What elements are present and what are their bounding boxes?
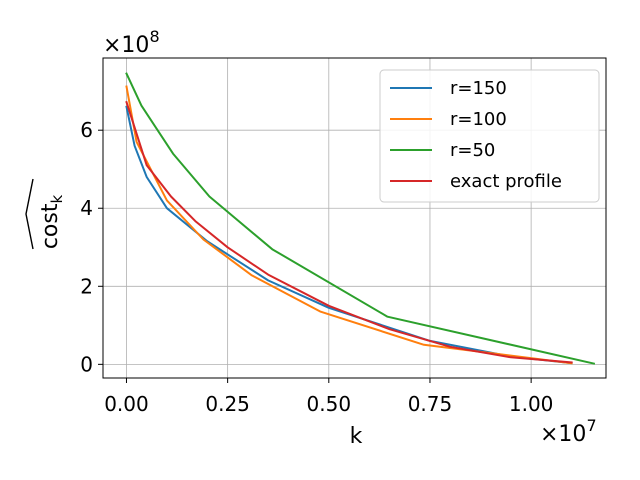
y-offset-label: ×108 xyxy=(103,27,160,58)
x-tick-label: 0.75 xyxy=(408,392,453,416)
series-line-r-50 xyxy=(125,72,596,365)
legend-label-exact-profile: exact profile xyxy=(450,171,562,192)
x-tick-label: 0.50 xyxy=(307,392,352,416)
y-tick-label: 0 xyxy=(80,352,93,376)
series-line-r-150 xyxy=(125,105,573,365)
x-tick-label: 1.00 xyxy=(509,392,554,416)
series-line-exact-profile xyxy=(125,100,573,364)
y-tick-label: 6 xyxy=(80,118,93,142)
y-label-hat xyxy=(25,178,34,250)
x-axis-label: k xyxy=(350,424,363,449)
plot-frame xyxy=(102,57,607,379)
svg-text:costk: costk xyxy=(38,195,66,250)
y-tick-label: 2 xyxy=(80,274,93,298)
legend: r=150 r=100 r=50 exact profile xyxy=(379,69,600,203)
ticks: 0.00 0.25 0.50 0.75 1.00 0 2 4 6 xyxy=(80,118,553,416)
series-lines xyxy=(125,72,596,365)
legend-label-r-100: r=100 xyxy=(450,109,507,130)
legend-label-r-50: r=50 xyxy=(450,140,495,161)
legend-box xyxy=(379,69,600,203)
y-axis-label: costk xyxy=(25,178,66,250)
x-tick-label: 0.25 xyxy=(205,392,250,416)
x-tick-label: 0.00 xyxy=(104,392,149,416)
y-tick-label: 4 xyxy=(80,196,93,220)
legend-label-r-150: r=150 xyxy=(450,78,507,99)
x-offset-label: ×107 xyxy=(540,416,597,447)
